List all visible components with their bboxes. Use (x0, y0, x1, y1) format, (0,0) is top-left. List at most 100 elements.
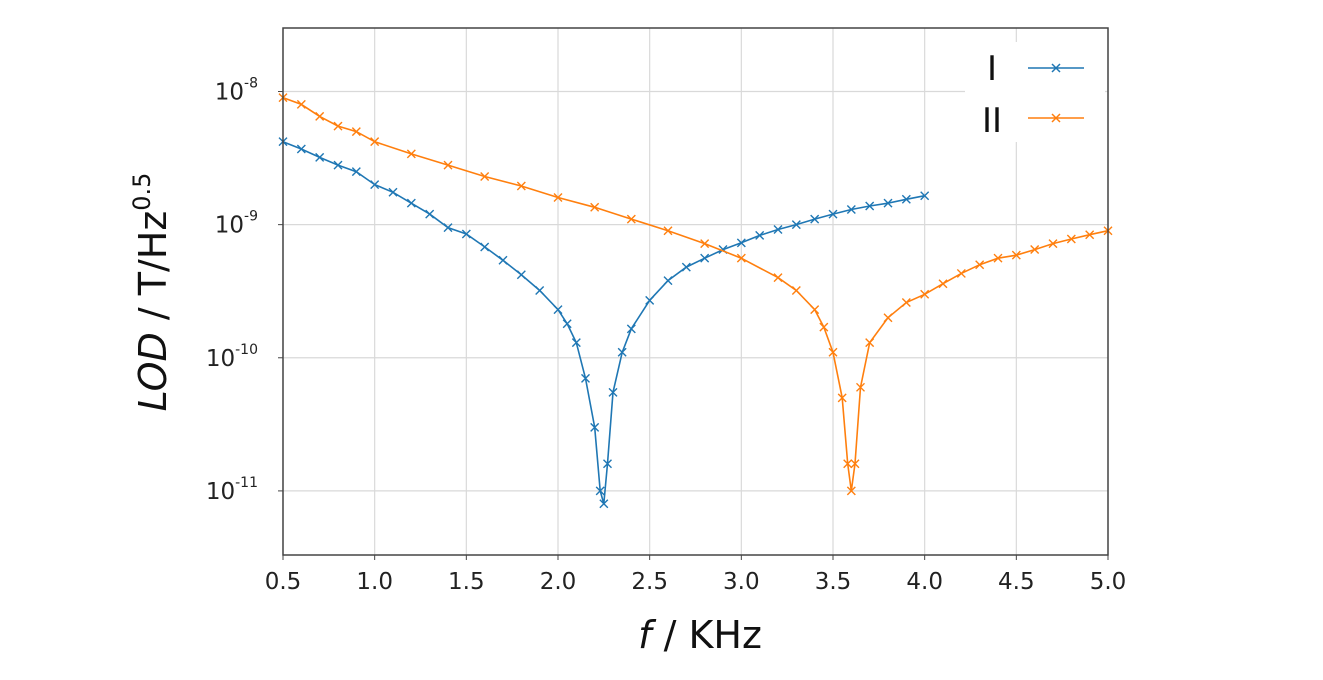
series-2 (278, 93, 1113, 496)
x-axis-label: f / KHz (638, 613, 762, 657)
data-point-marker (608, 387, 618, 397)
data-point-marker (595, 486, 605, 496)
data-point-marker (736, 253, 746, 263)
data-point-marker (883, 198, 893, 208)
series-line (282, 140, 925, 505)
data-point-marker (480, 242, 490, 252)
data-point-marker (645, 295, 655, 305)
data-point-marker (480, 171, 490, 181)
data-point-marker (901, 298, 911, 308)
data-point-marker (333, 121, 343, 131)
data-point-marker (846, 486, 856, 496)
data-point-marker (617, 347, 627, 357)
data-point-marker (370, 137, 380, 147)
data-point-marker (837, 393, 847, 403)
y-tick-label: 10-10 (206, 342, 258, 372)
data-point-marker (846, 204, 856, 214)
x-tick-label: 1.5 (448, 569, 485, 595)
data-point-marker (553, 192, 563, 202)
data-point-marker (810, 214, 820, 224)
legend-box (965, 42, 1105, 142)
y-tick-label: 10-11 (206, 475, 258, 505)
data-point-marker (681, 262, 691, 272)
data-point-marker (516, 270, 526, 280)
data-point-marker (1011, 250, 1021, 260)
data-point-marker (571, 338, 581, 348)
data-point-marker (791, 220, 801, 230)
data-point-marker (865, 338, 875, 348)
x-tick-labels: 0.5 1.0 1.5 2.0 2.5 3.0 3.5 4.0 4.5 5.0 (265, 555, 1127, 595)
legend: I II (965, 42, 1105, 142)
legend-label-ii: II (982, 101, 1002, 141)
data-point-marker (920, 191, 930, 201)
data-point-marker (773, 273, 783, 283)
x-tick-label: 3.5 (815, 569, 852, 595)
data-point-marker (315, 111, 325, 121)
data-point-marker (663, 226, 673, 236)
x-tick-label: 4.0 (906, 569, 943, 595)
data-point-marker (370, 180, 380, 190)
data-point-marker (736, 238, 746, 248)
data-point-marker (351, 127, 361, 137)
x-tick-label: 2.0 (540, 569, 577, 595)
data-point-marker (1085, 230, 1095, 240)
data-point-marker (1048, 239, 1058, 249)
data-point-marker (993, 253, 1003, 263)
data-point-marker (406, 198, 416, 208)
data-point-marker (498, 255, 508, 265)
data-point-marker (791, 286, 801, 296)
x-tick-label: 4.5 (998, 569, 1035, 595)
x-tick-label: 0.5 (265, 569, 302, 595)
data-point-marker (700, 253, 710, 263)
data-point-marker (901, 194, 911, 204)
x-tick-label: 2.5 (631, 569, 668, 595)
data-point-marker (956, 268, 966, 278)
plot-frame (282, 27, 1109, 556)
data-point-marker (1066, 234, 1076, 244)
data-point-marker (443, 160, 453, 170)
data-point-marker (296, 144, 306, 154)
y-tick-label: 10-9 (215, 209, 258, 239)
data-point-marker (975, 260, 985, 270)
data-point-marker (773, 224, 783, 234)
data-point-marker (590, 202, 600, 212)
series-1 (278, 137, 930, 509)
data-point-marker (599, 499, 609, 509)
data-point-marker (1030, 245, 1040, 255)
data-point-marker (920, 289, 930, 299)
y-axis-label: LOD / T/Hz0.5 (128, 173, 175, 412)
data-point-marker (938, 279, 948, 289)
y-tick-label: 10-8 (215, 76, 258, 106)
grid (282, 28, 1109, 555)
y-tick-labels: 10-8 10-9 10-10 10-11 (206, 76, 283, 505)
legend-label-i: I (987, 49, 997, 89)
x-tick-label: 5.0 (1090, 569, 1127, 595)
data-point-marker (865, 201, 875, 211)
data-point-marker (562, 319, 572, 329)
data-point-marker (603, 459, 612, 469)
data-point-marker (828, 209, 838, 219)
data-point-marker (406, 149, 416, 159)
data-point-marker (700, 239, 710, 249)
data-point-marker (535, 286, 545, 296)
data-point-marker (883, 313, 893, 323)
data-point-marker (443, 223, 453, 233)
data-point-marker (755, 230, 765, 240)
legend-marker-ii (1051, 113, 1061, 123)
data-point-marker (590, 422, 600, 432)
data-point-marker (296, 99, 306, 109)
data-point-marker (819, 322, 829, 332)
data-point-marker (516, 181, 526, 191)
data-point-marker (581, 373, 590, 383)
x-tick-label: 3.0 (723, 569, 760, 595)
data-point-marker (843, 459, 853, 469)
data-point-marker (388, 187, 398, 197)
data-point-marker (626, 214, 636, 224)
data-point-marker (333, 160, 343, 170)
data-point-marker (425, 209, 435, 219)
data-point-marker (828, 347, 838, 357)
series-layer (278, 93, 1113, 509)
series-line (282, 96, 1109, 492)
data-point-marker (351, 167, 361, 177)
